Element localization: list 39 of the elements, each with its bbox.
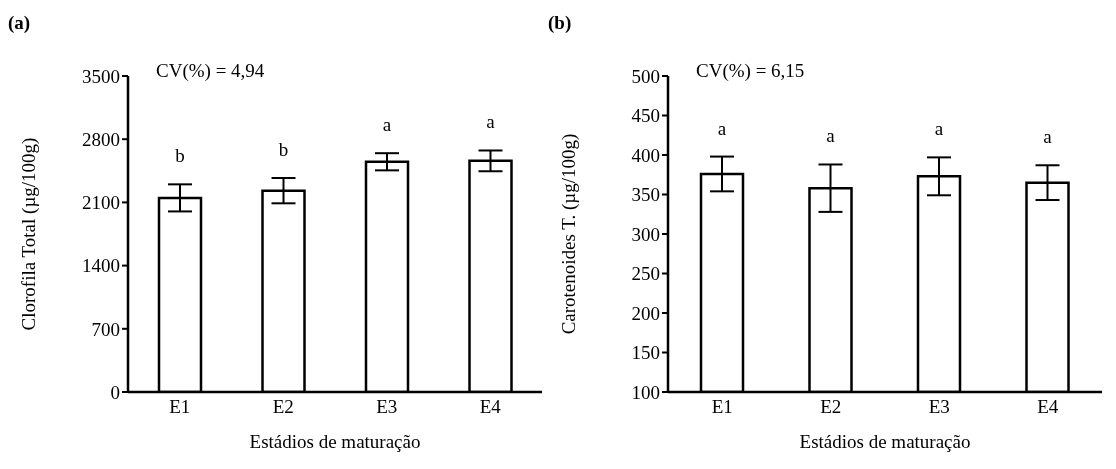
y-tick-label: 250	[631, 263, 660, 285]
y-tick-label: 300	[631, 223, 660, 245]
chart-title: (b)	[548, 12, 572, 34]
data-label: a	[826, 125, 836, 147]
x-tick-label: E2	[272, 396, 294, 418]
y-tick-label: 2100	[82, 192, 120, 214]
data-label: a	[382, 114, 392, 136]
x-axis-title: Estádios de maturação	[799, 431, 971, 452]
data-label: b	[175, 145, 185, 167]
data-label: a	[486, 111, 496, 133]
y-tick-label: 1400	[82, 255, 120, 277]
y-axis-title: Carotenoides T. (µg/100g)	[557, 133, 580, 335]
y-tick-label: 450	[631, 105, 660, 127]
y-tick-label: 400	[631, 144, 660, 166]
x-tick-label: E2	[820, 396, 842, 418]
annotation: CV(%) = 6,15	[696, 60, 805, 82]
x-tick-label: E4	[479, 396, 502, 418]
data-label: a	[1043, 126, 1053, 148]
data-label: b	[278, 139, 289, 161]
chart-title: (a)	[8, 12, 31, 34]
y-tick-label: 2800	[82, 128, 120, 150]
y-tick-label: 500	[631, 65, 660, 87]
x-tick-label: E3	[376, 396, 398, 418]
data-label: a	[717, 117, 727, 139]
x-tick-label: E1	[169, 396, 191, 418]
y-tick-label: 350	[631, 184, 660, 206]
y-tick-label: 150	[631, 342, 660, 364]
y-axis-title: Clorofila Total (µg/100g)	[17, 137, 40, 331]
x-tick-label: E3	[928, 396, 950, 418]
y-tick-label: 3500	[82, 65, 120, 87]
y-tick-label: 200	[631, 302, 660, 324]
x-axis-title: Estádios de maturação	[249, 431, 421, 452]
y-tick-label: 0	[110, 381, 120, 403]
x-tick-label: E1	[711, 396, 733, 418]
annotation: CV(%) = 4,94	[156, 60, 265, 82]
data-label: a	[934, 118, 944, 140]
y-tick-label: 700	[91, 318, 120, 340]
y-tick-label: 100	[631, 381, 660, 403]
x-tick-label: E4	[1037, 396, 1059, 418]
